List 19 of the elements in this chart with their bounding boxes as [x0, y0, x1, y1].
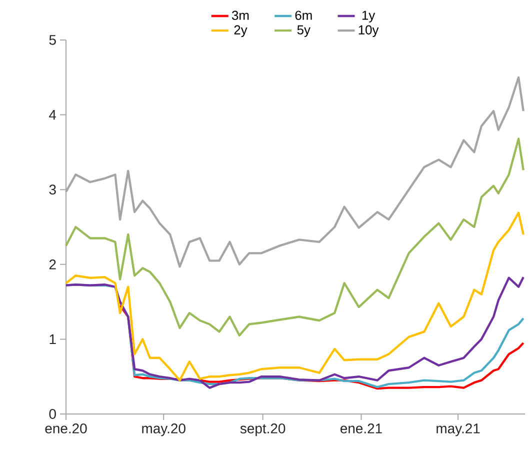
legend-label: 5y	[297, 25, 310, 37]
x-tick-label: sept.20	[240, 424, 286, 436]
y-tick-label: 5	[49, 35, 56, 45]
legend-label: 6m	[295, 10, 312, 20]
line-series	[64, 138, 524, 337]
y-tick-label: 1	[50, 334, 56, 344]
x-tick-label: may.20	[142, 424, 186, 436]
x-tick-label: may.21	[436, 424, 480, 436]
line-series	[64, 212, 524, 382]
legend-label: 10y	[358, 25, 379, 38]
legend-label: 3m	[232, 10, 249, 20]
legend-label: 1y	[362, 10, 376, 22]
y-tick-label: 2	[49, 260, 56, 270]
x-tick-label: ene.21	[340, 424, 382, 434]
x-tick-label: ene.20	[45, 424, 87, 434]
y-tick-label: 4	[49, 110, 56, 120]
y-tick-label: 3	[49, 184, 56, 195]
legend-label: 2y	[234, 25, 248, 38]
y-tick-label: 0	[49, 409, 56, 419]
